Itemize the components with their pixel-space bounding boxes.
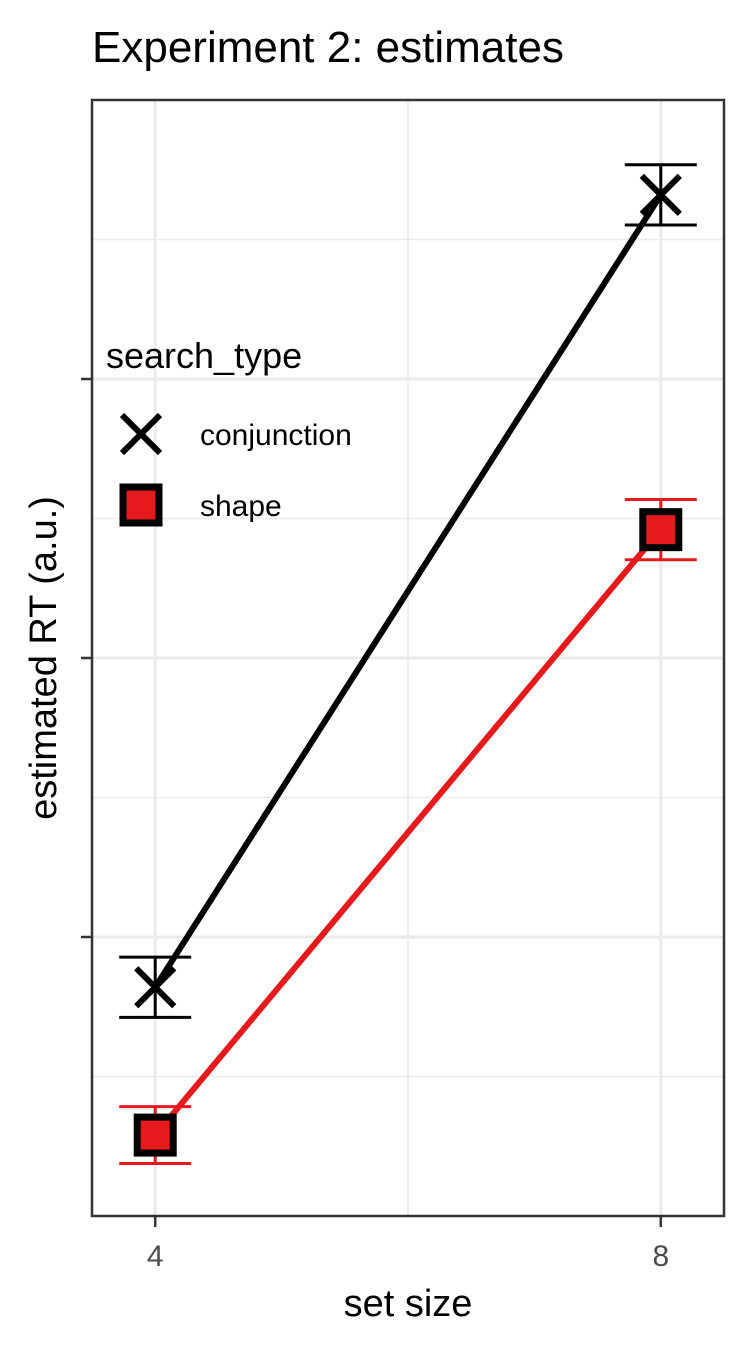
x-axis-title: set size xyxy=(344,1283,473,1325)
series-lines xyxy=(152,193,664,1138)
grid-lines xyxy=(92,100,724,1216)
point-shape xyxy=(639,508,683,552)
legend-label-shape: shape xyxy=(200,490,282,523)
x-tick-label: 4 xyxy=(147,1240,164,1273)
series-line-conjunction xyxy=(152,193,664,989)
point-conjunction xyxy=(639,173,682,216)
point-conjunction-stroke xyxy=(639,173,682,216)
legend-key-conjunction-stroke xyxy=(119,412,163,456)
series-line-shape xyxy=(152,527,664,1138)
legend-key-shape xyxy=(119,483,163,527)
point-conjunction-stroke xyxy=(134,966,177,1009)
x-tick-label: 8 xyxy=(652,1240,669,1273)
legend-title: search_type xyxy=(106,335,302,376)
chart-title: Experiment 2: estimates xyxy=(92,23,564,72)
y-axis-title: estimated RT (a.u.) xyxy=(23,496,65,820)
point-shape xyxy=(133,1113,177,1157)
legend-label-conjunction: conjunction xyxy=(200,419,352,452)
data-markers xyxy=(133,173,683,1157)
point-conjunction xyxy=(134,966,177,1009)
legend: search_type conjunction shape xyxy=(106,335,352,527)
legend-key-conjunction xyxy=(119,412,163,456)
